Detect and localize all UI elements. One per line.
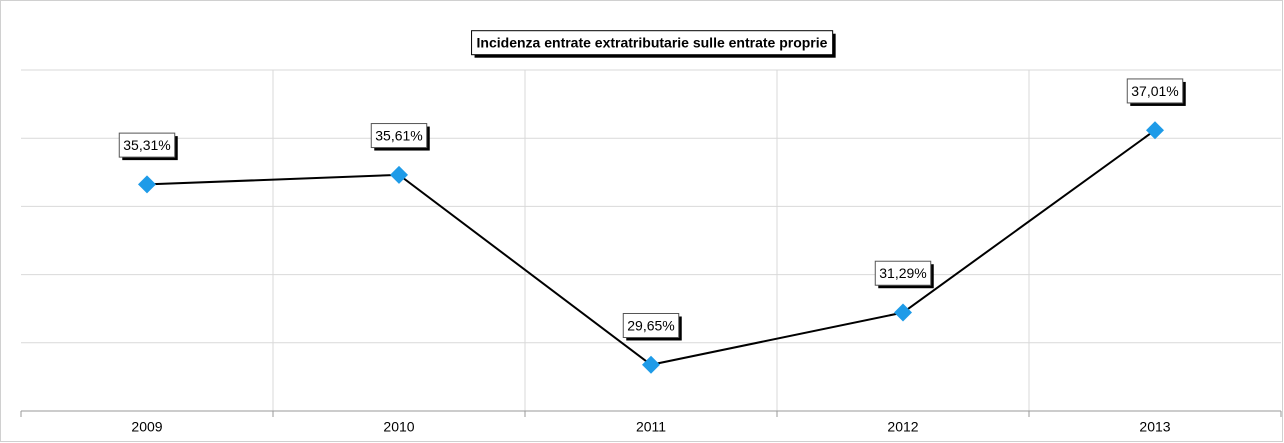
x-tick-label: 2012 xyxy=(887,419,918,435)
marker xyxy=(138,175,156,194)
marker xyxy=(1146,121,1164,140)
data-label: 29,65% xyxy=(627,317,674,333)
data-label-box: 35,61% xyxy=(370,123,430,151)
marker xyxy=(642,355,660,374)
x-tick-label: 2011 xyxy=(636,419,666,435)
data-label: 35,61% xyxy=(375,128,422,144)
data-label: 35,31% xyxy=(123,137,170,153)
label-bg xyxy=(370,123,428,149)
data-label-box: 37,01% xyxy=(1126,78,1186,106)
data-label: 31,29% xyxy=(879,265,926,281)
data-label-box: 31,29% xyxy=(874,260,934,289)
x-tick-label: 2010 xyxy=(383,419,414,435)
chart-title: Incidenza entrate extratributarie sulle … xyxy=(477,35,828,51)
label-bg xyxy=(118,132,176,158)
label-bg xyxy=(874,260,932,286)
data-label-box: 35,31% xyxy=(118,132,178,161)
chart-title-box: Incidenza entrate extratributarie sulle … xyxy=(471,30,836,58)
x-tick-label: 2013 xyxy=(1139,419,1170,435)
marker xyxy=(894,303,912,322)
marker xyxy=(390,165,408,184)
data-label-box: 29,65% xyxy=(622,312,682,341)
data-label: 37,01% xyxy=(1131,83,1178,99)
title-bg xyxy=(471,30,834,56)
label-bg xyxy=(1126,78,1184,104)
label-bg xyxy=(622,312,680,338)
x-tick-label: 2009 xyxy=(131,419,162,435)
